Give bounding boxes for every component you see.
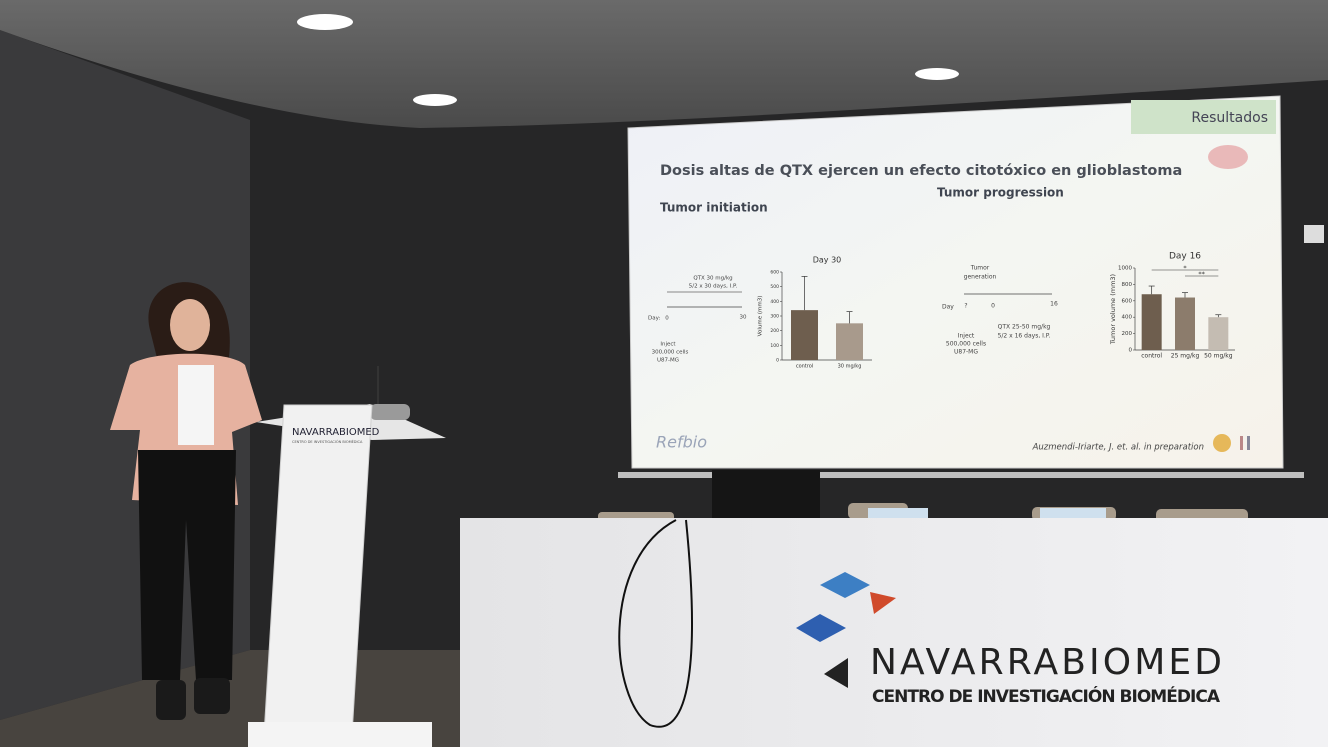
subheading: Tumor progression <box>937 186 1064 200</box>
initiation-timeline: QTX 30 mg/kg 5/2 x 30 days, I.P. Day: 0 … <box>648 276 747 364</box>
presenter <box>110 282 262 720</box>
ceiling-light <box>915 68 959 80</box>
x-tick-label: 25 mg/kg <box>1171 353 1200 360</box>
timeline-text: U87-MG <box>657 358 679 364</box>
bar <box>1208 317 1229 350</box>
face <box>170 299 210 351</box>
timeline-text: 300,000 cells <box>652 350 689 356</box>
logo-shape <box>820 572 870 598</box>
screen-bar <box>618 472 1304 478</box>
left-wall <box>0 30 250 720</box>
y-tick-label: 200 <box>1122 331 1133 337</box>
timeline-text: 0 <box>991 303 995 310</box>
timeline-text: U87-MG <box>954 349 978 356</box>
x-tick-label: 30 mg/kg <box>838 364 862 370</box>
timeline-text: 500,000 cells <box>946 341 986 348</box>
y-tick-label: 600 <box>1122 298 1133 304</box>
microphone-base <box>370 404 410 420</box>
bar <box>836 323 863 360</box>
slide-charts: Day 30 Volume (mm3) 0 100 200 300 400 500 600 con… <box>758 252 1235 370</box>
y-tick-label: 600 <box>770 270 779 276</box>
table <box>460 518 1328 747</box>
slide-title: Dosis altas de QTX ejercen un efecto cit… <box>660 163 1182 179</box>
y-axis-label: Tumor volume (mm3) <box>1109 274 1117 345</box>
section-label: Resultados <box>1191 110 1268 126</box>
lectern-brand: NAVARRABIOMED <box>292 427 380 438</box>
section-tab <box>1131 100 1276 134</box>
table-tagline: CENTRO DE INVESTIGACIÓN BIOMÉDICA <box>872 685 1221 707</box>
significance-label: ** <box>1198 270 1205 278</box>
subheading: Tumor initiation <box>660 201 768 215</box>
x-tick-label: 50 mg/kg <box>1204 353 1233 360</box>
logo-shape <box>870 592 896 614</box>
timeline-text: QTX 25-50 mg/kg <box>998 324 1051 331</box>
significance-label: * <box>1183 264 1187 272</box>
chart-title: Day 30 <box>813 256 842 265</box>
lectern-tagline: CENTRO DE INVESTIGACIÓN BIOMÉDICA <box>292 439 363 444</box>
y-tick-label: 0 <box>1129 348 1133 354</box>
cable <box>618 519 693 728</box>
timeline-text: generation <box>964 274 997 281</box>
slide <box>627 95 1284 469</box>
y-tick-label: 300 <box>770 314 779 320</box>
y-tick-label: 800 <box>1122 282 1133 288</box>
x-tick-label: control <box>1141 353 1162 360</box>
mouse-icon <box>1208 145 1248 169</box>
timeline-text: 5/2 x 30 days, I.P. <box>689 284 738 290</box>
x-tick-label: control <box>796 364 813 370</box>
logo-shape <box>796 614 846 642</box>
water-bottles <box>868 508 928 520</box>
timeline-text: 0 <box>665 316 669 322</box>
y-tick-label: 1000 <box>1118 266 1132 272</box>
logo-shape <box>824 658 848 688</box>
ceiling-light <box>297 14 353 30</box>
y-tick-label: 100 <box>770 343 779 349</box>
timeline-text: Tumor <box>970 265 990 272</box>
boot <box>156 680 186 720</box>
bar <box>1141 294 1162 350</box>
slide-icon <box>1247 436 1250 450</box>
water-bottles <box>1040 508 1106 520</box>
slide-icon <box>1213 434 1231 452</box>
timeline-text: Day <box>942 304 954 311</box>
projector <box>712 470 820 518</box>
timeline-text: Day: <box>648 316 660 322</box>
ceiling-light <box>413 94 457 106</box>
timeline-text: 5/2 x 16 days, I.P. <box>998 333 1051 340</box>
ceiling <box>0 0 1328 128</box>
timeline-text: Inject <box>958 333 975 340</box>
y-axis-label: Volume (mm3) <box>758 296 764 337</box>
table-brand: NAVARRABIOMED <box>870 642 1222 683</box>
y-tick-label: 200 <box>770 328 779 334</box>
timeline-text: Inject <box>660 342 676 348</box>
y-tick-label: 400 <box>1122 315 1133 321</box>
timeline-text: 16 <box>1050 301 1058 308</box>
slide-logo: Refbio <box>656 433 707 452</box>
progression-timeline: Tumor generation Day ? 0 16 QTX 25-50 mg… <box>942 265 1058 356</box>
bar <box>1175 297 1195 350</box>
y-tick-label: 0 <box>776 358 779 364</box>
chart-title: Day 16 <box>1169 252 1201 262</box>
timeline-text: QTX 30 mg/kg <box>693 276 732 282</box>
citation: Auzmendi-Iriarte, J. et. al. in preparat… <box>1032 443 1204 453</box>
slide-icon <box>1240 436 1243 450</box>
trousers <box>138 450 236 680</box>
timeline-text: ? <box>964 303 967 310</box>
timeline-text: 30 <box>740 315 747 321</box>
shirt <box>178 365 214 445</box>
bar <box>791 310 818 360</box>
lectern-base <box>248 722 432 747</box>
wall-socket <box>1304 225 1324 243</box>
y-tick-label: 500 <box>770 284 779 290</box>
y-tick-label: 400 <box>770 299 779 305</box>
boot <box>194 678 230 714</box>
